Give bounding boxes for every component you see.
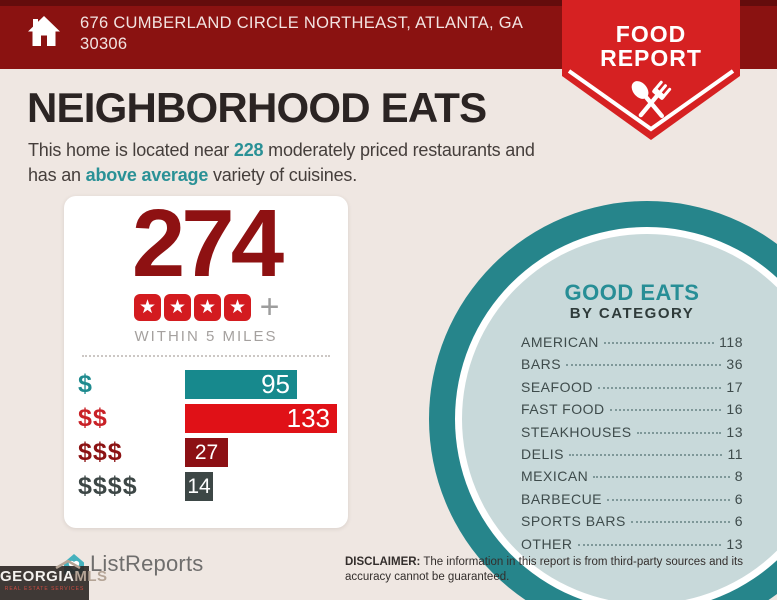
price-tier-label: $ bbox=[78, 370, 93, 398]
category-label: STEAKHOUSES bbox=[521, 423, 632, 440]
category-label: BARS bbox=[521, 356, 562, 373]
category-row: MEXICAN 8 bbox=[521, 468, 743, 490]
price-tier-label: $$$$ bbox=[78, 472, 138, 500]
category-row: BARBECUE 6 bbox=[521, 491, 743, 513]
bar-value: 27 bbox=[194, 440, 219, 464]
dotted-leader bbox=[607, 498, 730, 501]
dotted-leader bbox=[566, 364, 722, 367]
badge-line1: FOOD bbox=[615, 21, 687, 47]
price-bar-row: $$$ 27 bbox=[78, 438, 348, 467]
star-rating: ★ ★ ★ ★ + bbox=[64, 288, 348, 326]
category-list: AMERICAN 118 BARS 36 SEAFOOD 17 FAST FOOD 16 STE… bbox=[521, 334, 743, 558]
category-row: BARS 36 bbox=[521, 356, 743, 378]
badge-line2: REPORT bbox=[600, 45, 702, 71]
category-label: OTHER bbox=[521, 535, 573, 552]
disclaimer-line2: accuracy cannot be guaranteed. bbox=[345, 571, 510, 583]
good-eats-subtitle: BY CATEGORY bbox=[569, 305, 695, 322]
georgiamls-wordmark: GEORGIAMLS bbox=[0, 568, 108, 585]
listreports-wordmark: ListReports bbox=[90, 551, 204, 576]
dotted-leader bbox=[609, 409, 722, 412]
price-bar-row: $$ 133 bbox=[78, 403, 348, 433]
dotted-leader bbox=[630, 521, 730, 524]
price-bar: 133 bbox=[185, 403, 337, 433]
address-line2: 30306 bbox=[80, 35, 128, 53]
restaurant-count-highlight: 228 bbox=[233, 140, 264, 160]
plus-icon: + bbox=[259, 288, 280, 326]
category-count: 13 bbox=[726, 535, 743, 552]
good-eats-circle bbox=[462, 234, 777, 600]
variety-highlight: above average bbox=[85, 165, 209, 185]
category-row: AMERICAN 118 bbox=[521, 334, 743, 356]
disclaimer-line1: DISCLAIMER: The information in this repo… bbox=[345, 556, 743, 568]
category-count: 118 bbox=[719, 334, 743, 350]
category-count: 6 bbox=[734, 490, 743, 507]
dotted-divider bbox=[82, 355, 330, 357]
subtitle: This home is located near 228 moderately… bbox=[28, 138, 535, 188]
category-label: DELIS bbox=[521, 445, 564, 462]
roof-icon bbox=[55, 560, 81, 569]
food-report-ribbon bbox=[562, 0, 740, 140]
category-row: DELIS 11 bbox=[521, 446, 743, 468]
category-count: 17 bbox=[726, 378, 743, 395]
house-icon bbox=[28, 16, 60, 46]
subtitle-line1: This home is located near 228 moderately… bbox=[28, 140, 535, 160]
property-address: 676 CUMBERLAND CIRCLE NORTHEAST, ATLANTA… bbox=[80, 13, 550, 55]
category-label: SPORTS BARS bbox=[521, 513, 626, 530]
category-row: SEAFOOD 17 bbox=[521, 379, 743, 401]
category-count: 8 bbox=[734, 468, 743, 485]
subtitle-line2: has an above average variety of cuisines… bbox=[28, 165, 358, 185]
good-eats-title: GOOD EATS bbox=[564, 280, 700, 305]
star-icon: ★ bbox=[164, 294, 192, 321]
category-count: 11 bbox=[727, 445, 743, 462]
disclaimer: DISCLAIMER: The information in this repo… bbox=[345, 555, 755, 585]
bar-value: 14 bbox=[187, 474, 211, 498]
price-bar-row: $$$$ 14 bbox=[78, 472, 348, 501]
category-row: SPORTS BARS 6 bbox=[521, 513, 743, 535]
address-line1: 676 CUMBERLAND CIRCLE NORTHEAST, ATLANTA… bbox=[80, 14, 524, 32]
dotted-leader bbox=[568, 453, 723, 456]
category-count: 6 bbox=[734, 513, 743, 530]
category-label: MEXICAN bbox=[521, 468, 589, 485]
spoon-fork-icon bbox=[631, 80, 672, 119]
georgiamls-logo: GEORGIAMLS REAL ESTATE SERVICES bbox=[0, 560, 108, 600]
price-bar: 27 bbox=[185, 438, 228, 467]
category-row: STEAKHOUSES 13 bbox=[521, 424, 743, 446]
category-label: SEAFOOD bbox=[521, 378, 593, 395]
radius-label: WITHIN 5 MILES bbox=[134, 328, 278, 345]
category-label: AMERICAN bbox=[521, 334, 599, 350]
dotted-leader bbox=[636, 431, 722, 434]
category-label: FAST FOOD bbox=[521, 401, 605, 418]
star-icon: ★ bbox=[194, 294, 222, 321]
restaurant-count: 274 bbox=[131, 190, 284, 297]
dotted-leader bbox=[577, 543, 722, 546]
star-icon: ★ bbox=[134, 294, 162, 321]
category-label: BARBECUE bbox=[521, 490, 603, 507]
price-bars: $95 $$ 133 $$$ 27 $$$$ 14 bbox=[78, 369, 348, 501]
star-icon: ★ bbox=[224, 294, 252, 321]
georgiamls-tagline: REAL ESTATE SERVICES bbox=[4, 586, 85, 592]
dotted-leader bbox=[593, 476, 730, 479]
dotted-leader bbox=[597, 386, 722, 389]
bar-value: 95 bbox=[261, 369, 290, 399]
bar-value: 133 bbox=[286, 403, 330, 433]
price-bar: 95 bbox=[185, 369, 297, 399]
page-title: NEIGHBORHOOD EATS bbox=[27, 84, 487, 131]
header-top-strip bbox=[0, 0, 777, 6]
price-bar: 14 bbox=[185, 472, 213, 501]
good-eats-panel: GOOD EATS BY CATEGORY AMERICAN 118 BARS 36 S… bbox=[521, 281, 743, 558]
category-count: 36 bbox=[726, 356, 743, 373]
price-bar-row: $95 bbox=[78, 369, 348, 399]
price-tier-label: $$$ bbox=[78, 438, 123, 466]
category-row: FAST FOOD 16 bbox=[521, 401, 743, 423]
category-row: OTHER 13 bbox=[521, 536, 743, 558]
food-report-label: FOOD REPORT bbox=[562, 22, 740, 70]
summary-card: 274 ★ ★ ★ ★ + WITHIN 5 MILES $95 $$ 133 $$$ 27 $$… bbox=[64, 196, 348, 528]
category-count: 16 bbox=[726, 401, 743, 418]
price-tier-label: $$ bbox=[78, 404, 108, 432]
dotted-leader bbox=[603, 342, 715, 344]
category-count: 13 bbox=[726, 423, 743, 440]
